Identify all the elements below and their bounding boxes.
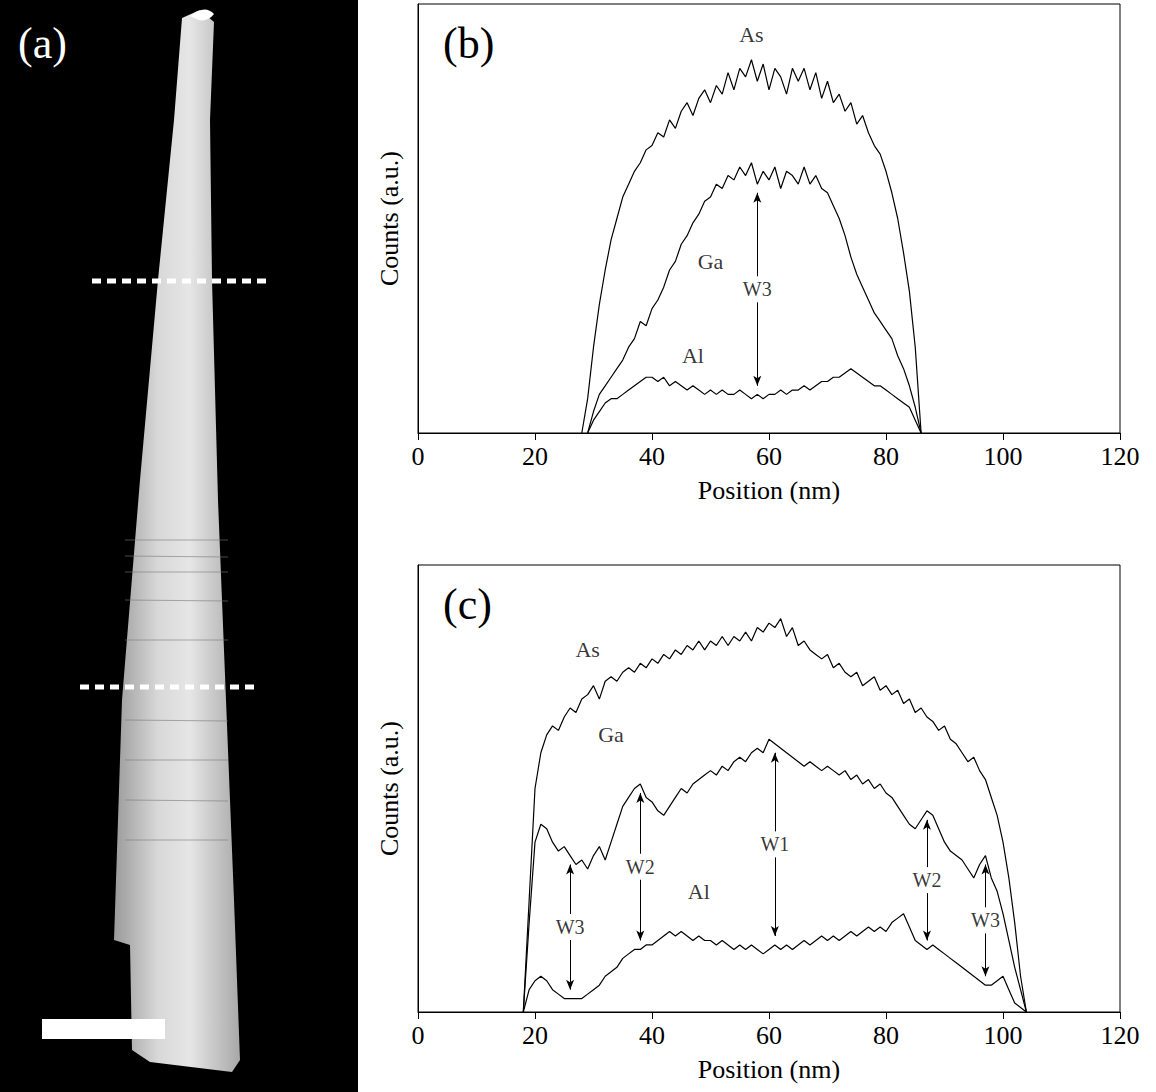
svg-text:120: 120 <box>1101 1021 1140 1050</box>
svg-text:0: 0 <box>412 442 425 471</box>
svg-text:40: 40 <box>639 442 665 471</box>
svg-text:20: 20 <box>522 1021 548 1050</box>
svg-text:W2: W2 <box>626 856 655 878</box>
svg-text:As: As <box>739 22 763 47</box>
svg-text:(a): (a) <box>18 19 67 68</box>
svg-text:Counts (a.u.): Counts (a.u.) <box>375 721 404 856</box>
svg-text:Al: Al <box>688 879 710 904</box>
svg-text:As: As <box>575 637 599 662</box>
svg-text:Position (nm): Position (nm) <box>698 476 840 505</box>
svg-text:60: 60 <box>756 442 782 471</box>
svg-text:100: 100 <box>984 442 1023 471</box>
svg-text:(b): (b) <box>443 19 494 68</box>
svg-text:W3: W3 <box>971 909 1000 931</box>
svg-text:120: 120 <box>1101 442 1140 471</box>
svg-text:80: 80 <box>873 1021 899 1050</box>
svg-text:Counts (a.u.): Counts (a.u.) <box>375 151 404 286</box>
svg-text:100: 100 <box>984 1021 1023 1050</box>
svg-text:W3: W3 <box>556 916 585 938</box>
svg-text:(c): (c) <box>443 580 492 629</box>
svg-text:Position (nm): Position (nm) <box>698 1055 840 1084</box>
svg-text:Ga: Ga <box>598 722 624 747</box>
svg-text:Ga: Ga <box>698 249 724 274</box>
svg-text:60: 60 <box>756 1021 782 1050</box>
svg-text:0: 0 <box>412 1021 425 1050</box>
svg-text:20: 20 <box>522 442 548 471</box>
svg-text:40: 40 <box>639 1021 665 1050</box>
svg-text:W2: W2 <box>913 869 942 891</box>
svg-text:80: 80 <box>873 442 899 471</box>
svg-text:W1: W1 <box>760 833 789 855</box>
svg-text:Al: Al <box>682 343 704 368</box>
svg-text:W3: W3 <box>743 278 772 300</box>
